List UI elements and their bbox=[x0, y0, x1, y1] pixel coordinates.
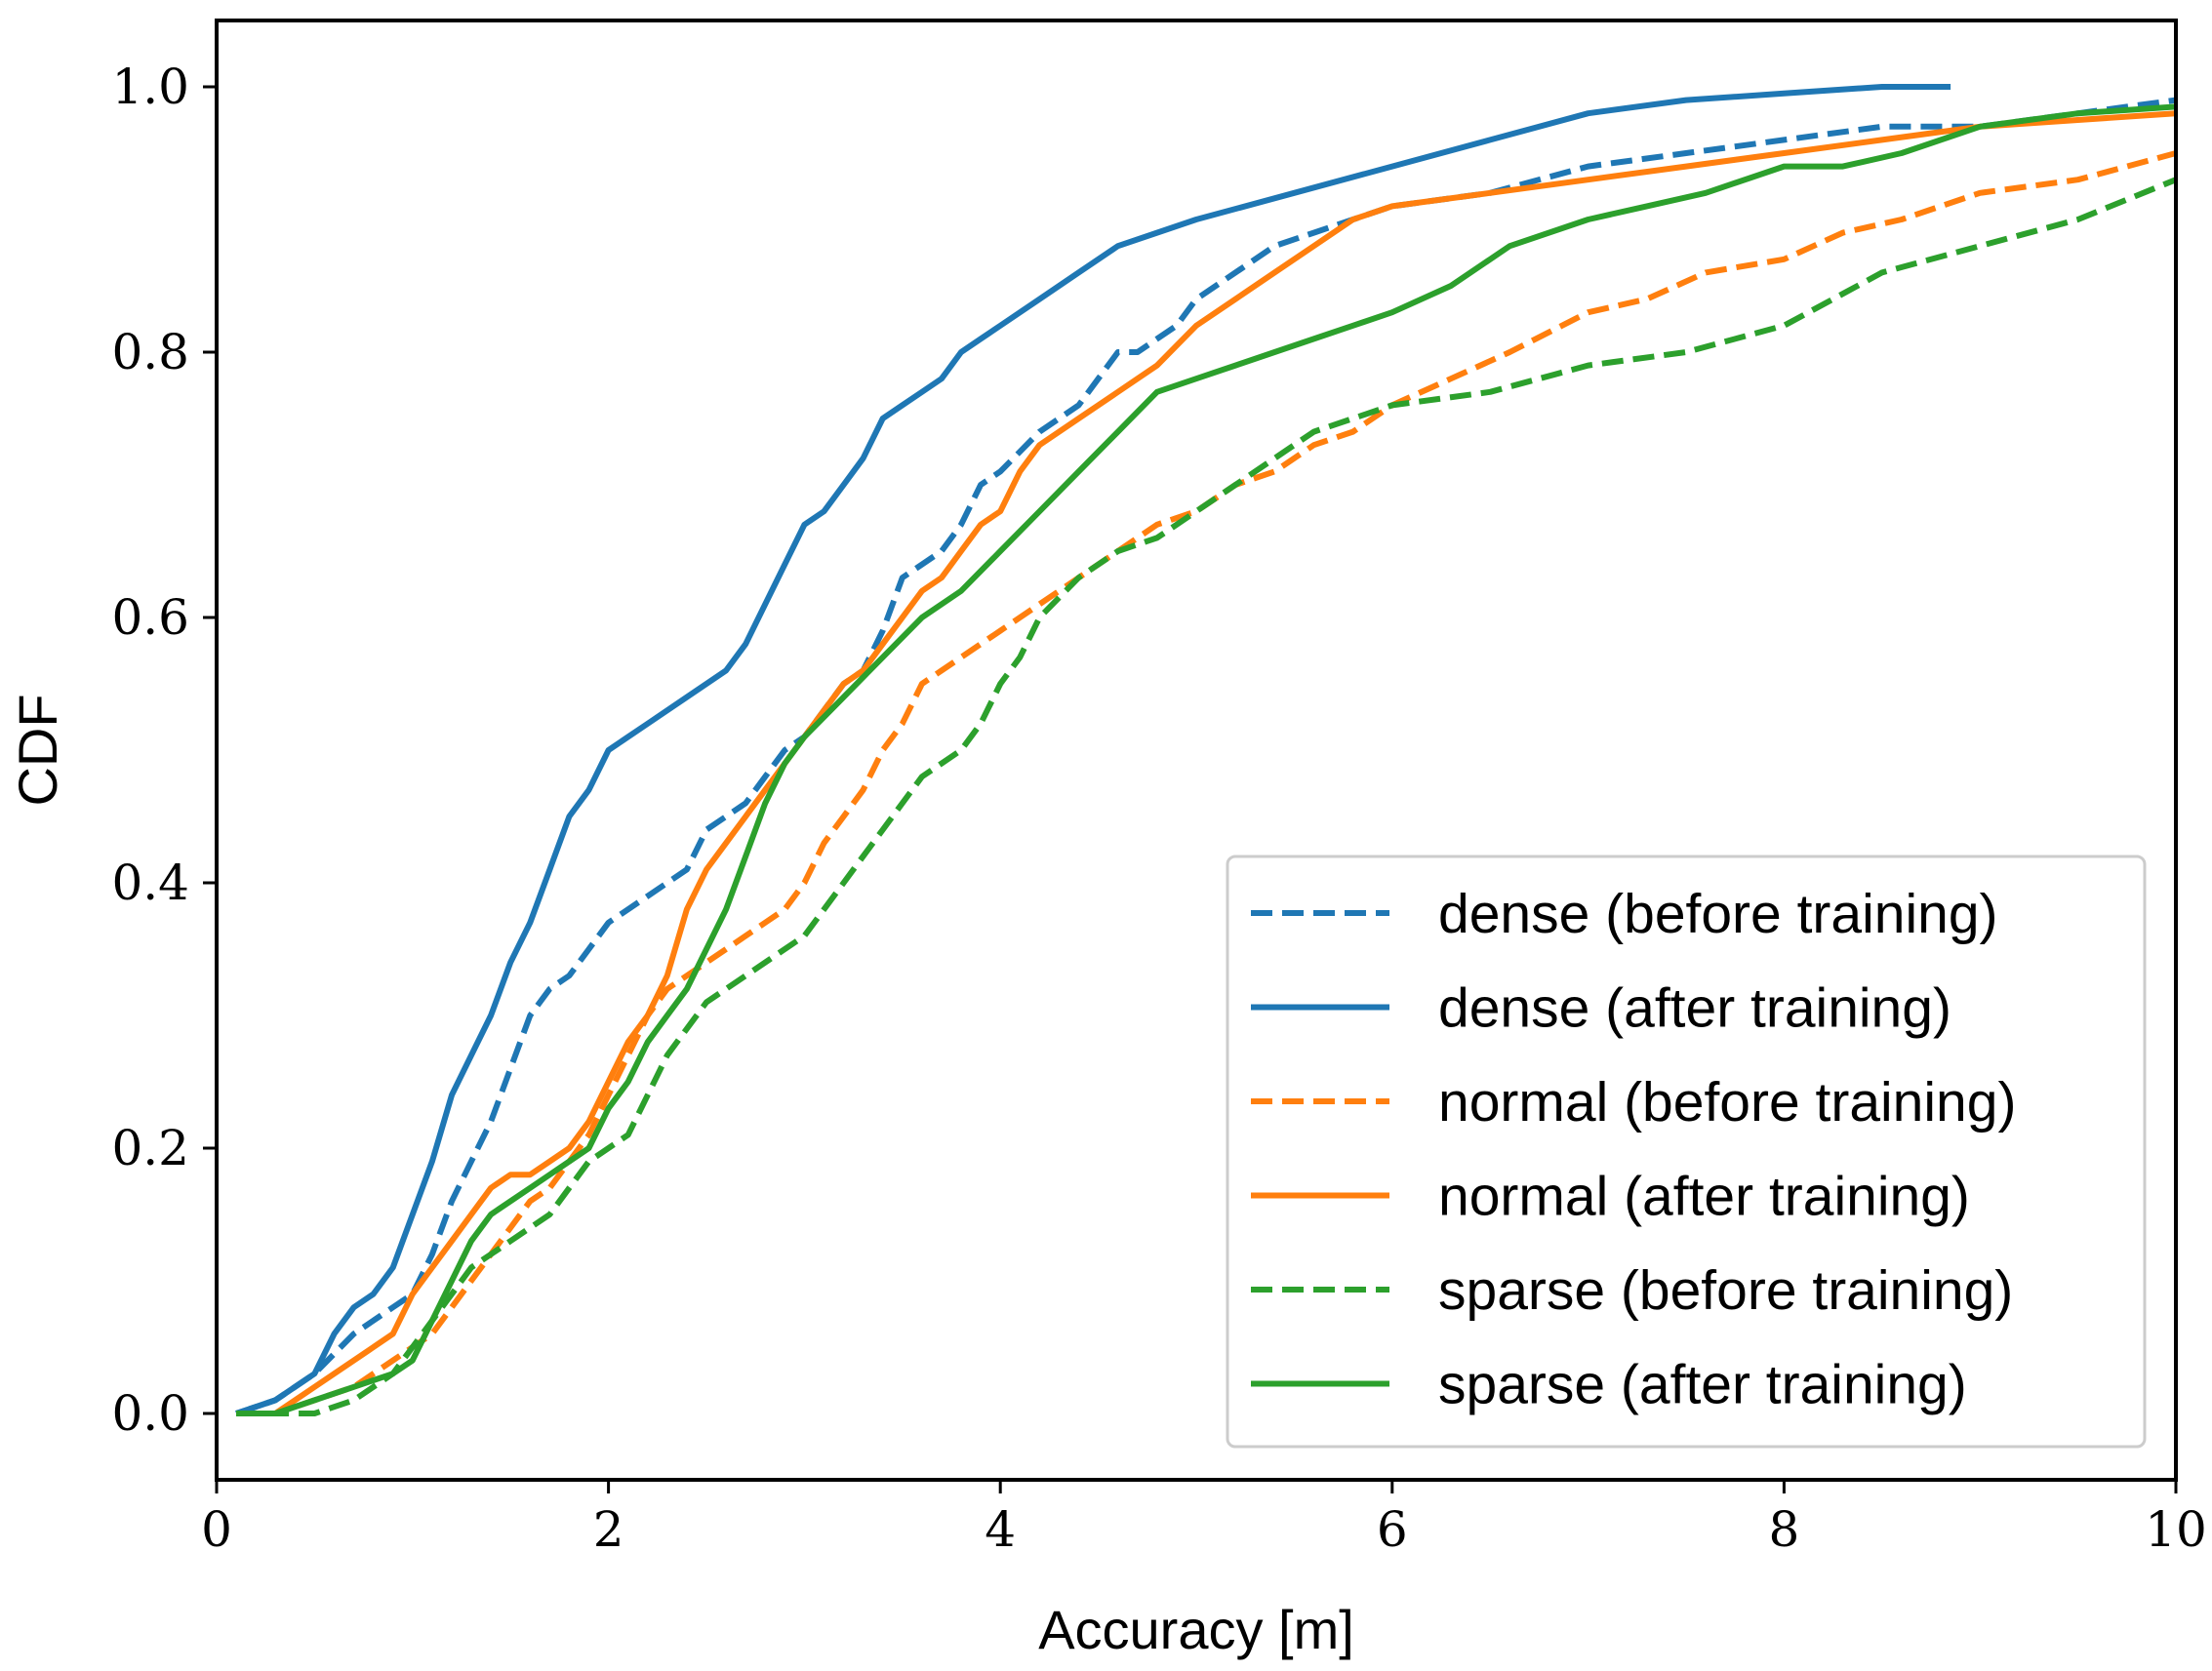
plot-frame bbox=[215, 19, 2178, 1482]
legend-frame bbox=[1226, 855, 2147, 1449]
y-tick-label: 0.0 bbox=[111, 1385, 189, 1442]
series-line-normal-after-training bbox=[236, 110, 2177, 1416]
y-tick-label: 0.2 bbox=[111, 1120, 189, 1176]
series-line-dense-after-training bbox=[235, 84, 1951, 1416]
series-line-normal-before-training bbox=[236, 150, 2177, 1416]
x-tick-label: 2 bbox=[593, 1501, 624, 1558]
series-line-sparse-after-training bbox=[236, 103, 2177, 1416]
legend-label: dense (after training) bbox=[1438, 977, 1951, 1040]
x-tick-label: 10 bbox=[2145, 1501, 2207, 1558]
x-axis-label: Accuracy [m] bbox=[1038, 1599, 1354, 1660]
legend: dense (before training) dense (after trai… bbox=[1226, 855, 2147, 1449]
legend-label: sparse (before training) bbox=[1438, 1259, 2013, 1322]
y-tick-label: 1.0 bbox=[111, 59, 189, 115]
legend-label: normal (before training) bbox=[1438, 1071, 2016, 1134]
x-tick-label: 0 bbox=[201, 1501, 232, 1558]
x-tick-label: 8 bbox=[1768, 1501, 1799, 1558]
y-axis-label: CDF bbox=[7, 694, 68, 806]
ticks-layer: 0 2 4 6 8 10 0.0 0.2 0.4 0.6 0.8 1.0 bbox=[111, 59, 2206, 1558]
x-tick-label: 6 bbox=[1377, 1501, 1408, 1558]
legend-label: sparse (after training) bbox=[1438, 1354, 1967, 1416]
y-tick-label: 0.4 bbox=[111, 855, 189, 911]
legend-label: dense (before training) bbox=[1438, 883, 1998, 945]
series-line-sparse-before-training bbox=[236, 177, 2178, 1416]
y-tick-label: 0.8 bbox=[111, 324, 189, 380]
series-layer bbox=[235, 84, 2178, 1416]
legend-label: normal (after training) bbox=[1438, 1166, 1970, 1228]
x-tick-label: 4 bbox=[985, 1501, 1016, 1558]
y-tick-label: 0.6 bbox=[111, 589, 189, 646]
